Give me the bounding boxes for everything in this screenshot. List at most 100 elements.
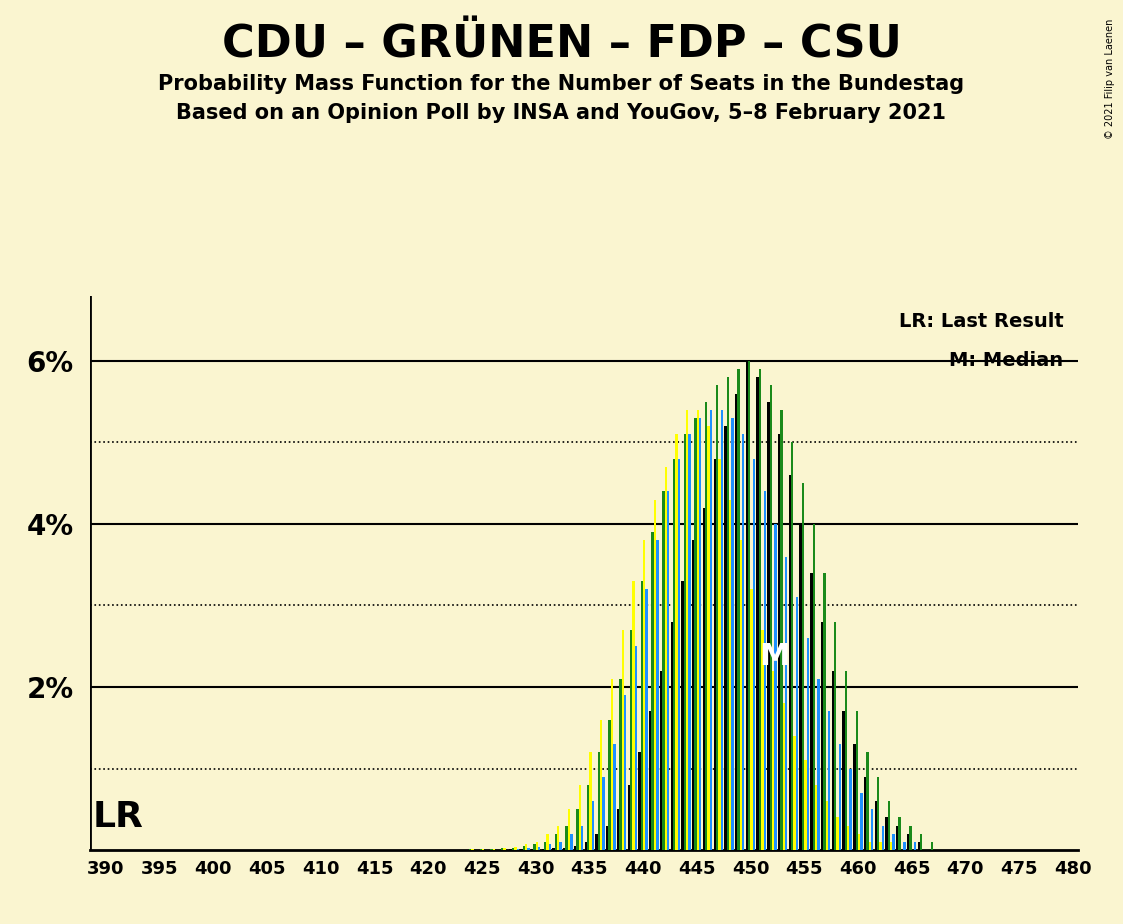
Bar <box>896 826 898 850</box>
Bar <box>700 418 702 850</box>
Bar <box>527 848 530 850</box>
Bar <box>574 846 576 850</box>
Bar <box>759 369 761 850</box>
Bar <box>566 826 568 850</box>
Bar <box>877 777 879 850</box>
Bar <box>764 492 766 850</box>
Bar <box>839 744 841 850</box>
Bar <box>547 833 549 850</box>
Bar <box>619 679 621 850</box>
Bar <box>684 434 686 850</box>
Bar <box>891 842 893 850</box>
Bar <box>864 777 866 850</box>
Bar <box>628 784 630 850</box>
Bar <box>533 844 536 850</box>
Bar <box>514 846 517 850</box>
Bar <box>597 752 600 850</box>
Bar <box>715 385 719 850</box>
Bar <box>821 622 823 850</box>
Bar <box>774 524 777 850</box>
Bar <box>590 752 592 850</box>
Text: M: M <box>759 641 789 671</box>
Bar <box>806 638 809 850</box>
Bar <box>898 818 901 850</box>
Bar <box>882 826 884 850</box>
Bar <box>750 590 752 850</box>
Bar <box>522 846 524 850</box>
Bar <box>837 818 839 850</box>
Bar <box>682 581 684 850</box>
Bar <box>570 833 573 850</box>
Text: © 2021 Filip van Laenen: © 2021 Filip van Laenen <box>1105 18 1115 139</box>
Bar <box>885 818 888 850</box>
Bar <box>651 532 654 850</box>
Bar <box>634 646 637 850</box>
Bar <box>729 500 731 850</box>
Bar <box>696 410 700 850</box>
Bar <box>568 809 570 850</box>
Bar <box>907 833 910 850</box>
Bar <box>544 842 547 850</box>
Bar <box>538 846 540 850</box>
Bar <box>592 801 594 850</box>
Bar <box>578 784 581 850</box>
Bar <box>727 377 729 850</box>
Bar <box>879 842 882 850</box>
Bar <box>670 622 673 850</box>
Bar <box>660 671 663 850</box>
Bar <box>656 541 658 850</box>
Bar <box>788 475 791 850</box>
Bar <box>844 671 847 850</box>
Bar <box>549 845 551 850</box>
Bar <box>914 842 916 850</box>
Bar <box>740 541 742 850</box>
Bar <box>810 573 813 850</box>
Bar <box>710 410 712 850</box>
Bar <box>649 711 651 850</box>
Bar <box>815 784 818 850</box>
Bar <box>847 826 849 850</box>
Bar <box>576 809 578 850</box>
Bar <box>667 492 669 850</box>
Bar <box>585 842 587 850</box>
Bar <box>780 410 783 850</box>
Bar <box>617 809 619 850</box>
Bar <box>785 556 787 850</box>
Bar <box>757 377 759 850</box>
Bar <box>794 736 796 850</box>
Bar <box>800 524 802 850</box>
Text: LR: Last Result: LR: Last Result <box>898 312 1063 332</box>
Bar <box>602 777 605 850</box>
Bar <box>828 711 830 850</box>
Text: CDU – GRÜNEN – FDP – CSU: CDU – GRÜNEN – FDP – CSU <box>221 23 902 67</box>
Text: M: Median: M: Median <box>949 351 1063 371</box>
Bar <box>536 842 538 850</box>
Bar <box>853 744 856 850</box>
Bar <box>643 541 646 850</box>
Bar <box>563 847 566 850</box>
Bar <box>910 826 912 850</box>
Bar <box>609 720 611 850</box>
Text: Based on an Opinion Poll by INSA and YouGov, 5–8 February 2021: Based on an Opinion Poll by INSA and You… <box>176 103 947 124</box>
Text: LR: LR <box>93 800 144 833</box>
Bar <box>600 720 602 850</box>
Bar <box>748 361 750 850</box>
Bar <box>630 630 632 850</box>
Bar <box>791 443 794 850</box>
Bar <box>611 679 613 850</box>
Bar <box>818 679 820 850</box>
Bar <box>677 458 681 850</box>
Bar <box>832 671 834 850</box>
Bar <box>632 581 634 850</box>
Bar <box>868 842 871 850</box>
Bar <box>694 418 696 850</box>
Bar <box>663 492 665 850</box>
Bar <box>834 622 837 850</box>
Bar <box>703 507 705 850</box>
Bar <box>654 500 656 850</box>
Bar <box>802 483 804 850</box>
Bar <box>761 630 764 850</box>
Bar <box>713 458 715 850</box>
Bar <box>920 833 922 850</box>
Bar <box>888 801 891 850</box>
